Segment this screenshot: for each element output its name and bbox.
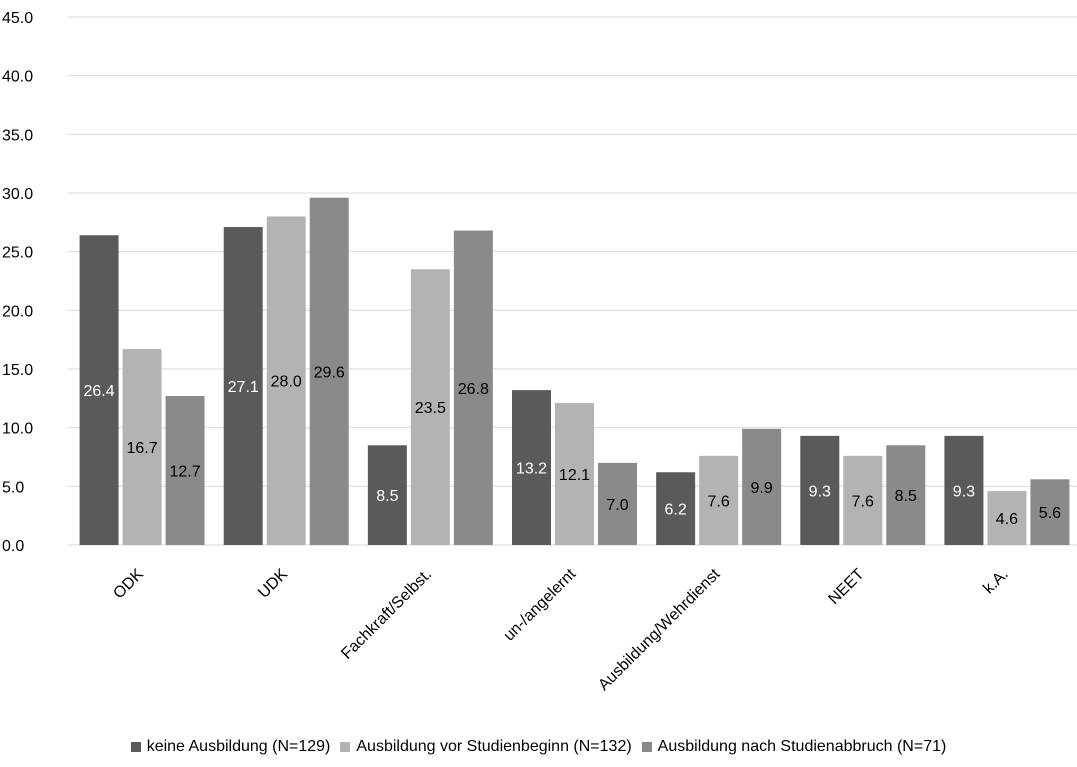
x-tick-label: Fachkraft/Selbst.: [338, 566, 435, 663]
bar: [122, 349, 162, 545]
data-label: 28.0: [271, 374, 302, 391]
data-label: 7.6: [708, 493, 730, 510]
legend-entry: Ausbildung nach Studienabbruch (N=71): [641, 738, 947, 756]
bar: [223, 227, 263, 545]
y-tick-label: 20.0: [2, 303, 33, 320]
bar: [742, 428, 782, 545]
bar: [987, 491, 1027, 545]
bar: [512, 390, 551, 545]
bar: [944, 435, 984, 545]
data-label: 26.8: [458, 381, 489, 398]
bar: [843, 455, 883, 545]
data-label: 8.5: [376, 488, 398, 505]
bar: [699, 455, 739, 545]
legend-swatch: [130, 742, 141, 752]
x-tick-label: k.A.: [980, 566, 1012, 598]
x-tick-label: NEET: [825, 566, 867, 608]
legend: keine Ausbildung (N=129) Ausbildung vor S…: [0, 738, 1077, 756]
y-tick-label: 35.0: [2, 127, 33, 144]
y-tick-label: 25.0: [2, 245, 33, 262]
legend-entry: keine Ausbildung (N=129): [130, 738, 331, 756]
bars: [79, 197, 1070, 546]
data-label: 5.6: [1039, 505, 1061, 522]
x-tick-label: un-/angelernt: [501, 565, 580, 644]
bar: [165, 395, 205, 545]
bar: [266, 216, 306, 545]
x-tick-label: UDK: [255, 566, 291, 602]
y-tick-label: 30.0: [2, 186, 33, 203]
bar: [555, 403, 594, 545]
data-label: 13.2: [516, 461, 547, 478]
legend-swatch: [340, 742, 351, 752]
data-label: 9.9: [751, 480, 773, 497]
legend-label: Ausbildung nach Studienabbruch (N=71): [657, 738, 947, 755]
bar: [598, 462, 637, 545]
y-tick-label: 45.0: [2, 10, 33, 27]
bar: [367, 445, 407, 545]
data-label: 12.7: [170, 463, 201, 480]
bar: [656, 472, 696, 545]
x-tick-label: Ausbildung/Wehrdienst: [595, 565, 724, 694]
data-label: 26.4: [84, 383, 115, 400]
bar: [79, 235, 119, 546]
y-tick-label: 10.0: [2, 421, 33, 438]
x-axis-ticks: ODK UDK Fachkraft/Selbst. un-/angelernt Ausb…: [110, 565, 1011, 694]
data-label: 9.3: [809, 483, 831, 500]
y-axis-ticks: 0.0 5.0 10.0 15.0 20.0 25.0 30.0 35.0 40.0 45.0: [2, 10, 33, 555]
data-label: 16.7: [127, 440, 158, 457]
data-label: 7.0: [606, 497, 628, 514]
bar: [453, 230, 493, 545]
data-label: 27.1: [228, 379, 259, 396]
data-label: 9.3: [953, 483, 975, 500]
x-tick-label: ODK: [110, 566, 147, 603]
legend-swatch: [641, 742, 652, 752]
data-label: 6.2: [665, 502, 687, 519]
bar: [410, 269, 450, 545]
bar-chart: 0.0 5.0 10.0 15.0 20.0 25.0 30.0 35.0 40.0 45.0 2…: [2, 10, 1077, 694]
data-label: 23.5: [415, 400, 446, 417]
data-label: 4.6: [996, 511, 1018, 528]
y-tick-label: 15.0: [2, 362, 33, 379]
y-tick-label: 0.0: [2, 538, 24, 555]
y-tick-label: 5.0: [2, 479, 24, 496]
bar: [309, 197, 349, 545]
data-label: 29.6: [314, 364, 345, 381]
data-labels: 26.4 16.7 12.7 27.1 28.0 29.6 8.5 23.5 26.8 13.2 1…: [84, 364, 1062, 528]
legend-label: Ausbildung vor Studienbeginn (N=132): [356, 738, 632, 755]
legend-entry: Ausbildung vor Studienbeginn (N=132): [340, 738, 632, 756]
y-tick-label: 40.0: [2, 69, 33, 86]
data-label: 8.5: [895, 488, 917, 505]
data-label: 7.6: [852, 493, 874, 510]
legend-label: keine Ausbildung (N=129): [146, 738, 331, 755]
bar: [1030, 479, 1070, 545]
bar: [800, 435, 840, 545]
bar: [886, 445, 926, 545]
data-label: 12.1: [559, 467, 590, 484]
